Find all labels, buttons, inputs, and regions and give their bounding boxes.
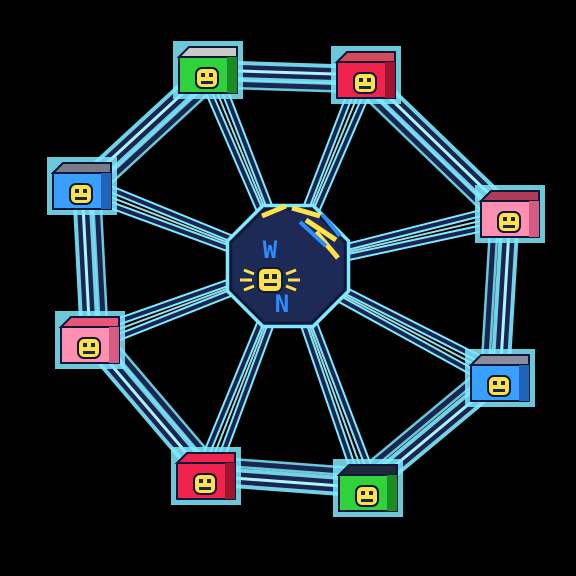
gondolas xyxy=(47,41,545,517)
wheel-hub[interactable]: WN xyxy=(225,203,351,329)
rider-face-icon xyxy=(193,473,217,495)
rider-face-icon xyxy=(487,375,511,397)
gondola-top-right[interactable] xyxy=(331,46,401,104)
gondola-right-upper[interactable] xyxy=(475,185,545,243)
hub-letter-top: W xyxy=(263,236,278,264)
rider-face-icon xyxy=(195,67,219,89)
gondola-shade xyxy=(529,201,539,237)
gondola-bottom-right[interactable] xyxy=(333,459,403,517)
gondola-shade xyxy=(385,62,395,98)
gondola-shade xyxy=(227,57,237,93)
gondola-left-lower[interactable] xyxy=(55,311,125,369)
rider-face-icon xyxy=(353,72,377,94)
gondola-right-lower[interactable] xyxy=(465,349,535,407)
rider-face-icon xyxy=(77,337,101,359)
gondola-roof xyxy=(336,464,398,476)
gondola-shade xyxy=(109,327,119,363)
gondola-roof xyxy=(50,162,112,174)
gondola-left-upper[interactable] xyxy=(47,157,117,215)
rider-face-icon xyxy=(69,183,93,205)
gondola-shade xyxy=(519,365,529,401)
gondola-shade xyxy=(387,475,397,511)
gondola-roof xyxy=(468,354,530,366)
rider-face-icon xyxy=(497,211,521,233)
hub-stripes xyxy=(261,203,342,260)
rim-inner-segment xyxy=(480,217,500,371)
gondola-roof xyxy=(334,51,396,63)
rim-inner-segment xyxy=(91,191,109,336)
gondola-shade xyxy=(225,463,235,499)
gondola-bottom-left[interactable] xyxy=(171,447,241,505)
rim-inner-segment xyxy=(357,84,498,222)
gondola-top-left[interactable] xyxy=(173,41,243,99)
rider-face-icon xyxy=(355,485,379,507)
hub-rider-icon xyxy=(240,267,300,293)
gondola-roof xyxy=(58,316,120,328)
hub-letter-bottom: N xyxy=(275,290,289,318)
rim-inner-segment xyxy=(359,366,489,477)
gondola-roof xyxy=(176,46,238,58)
gondola-roof xyxy=(174,452,236,464)
gondola-shade xyxy=(101,173,111,209)
gondola-roof xyxy=(478,190,540,202)
